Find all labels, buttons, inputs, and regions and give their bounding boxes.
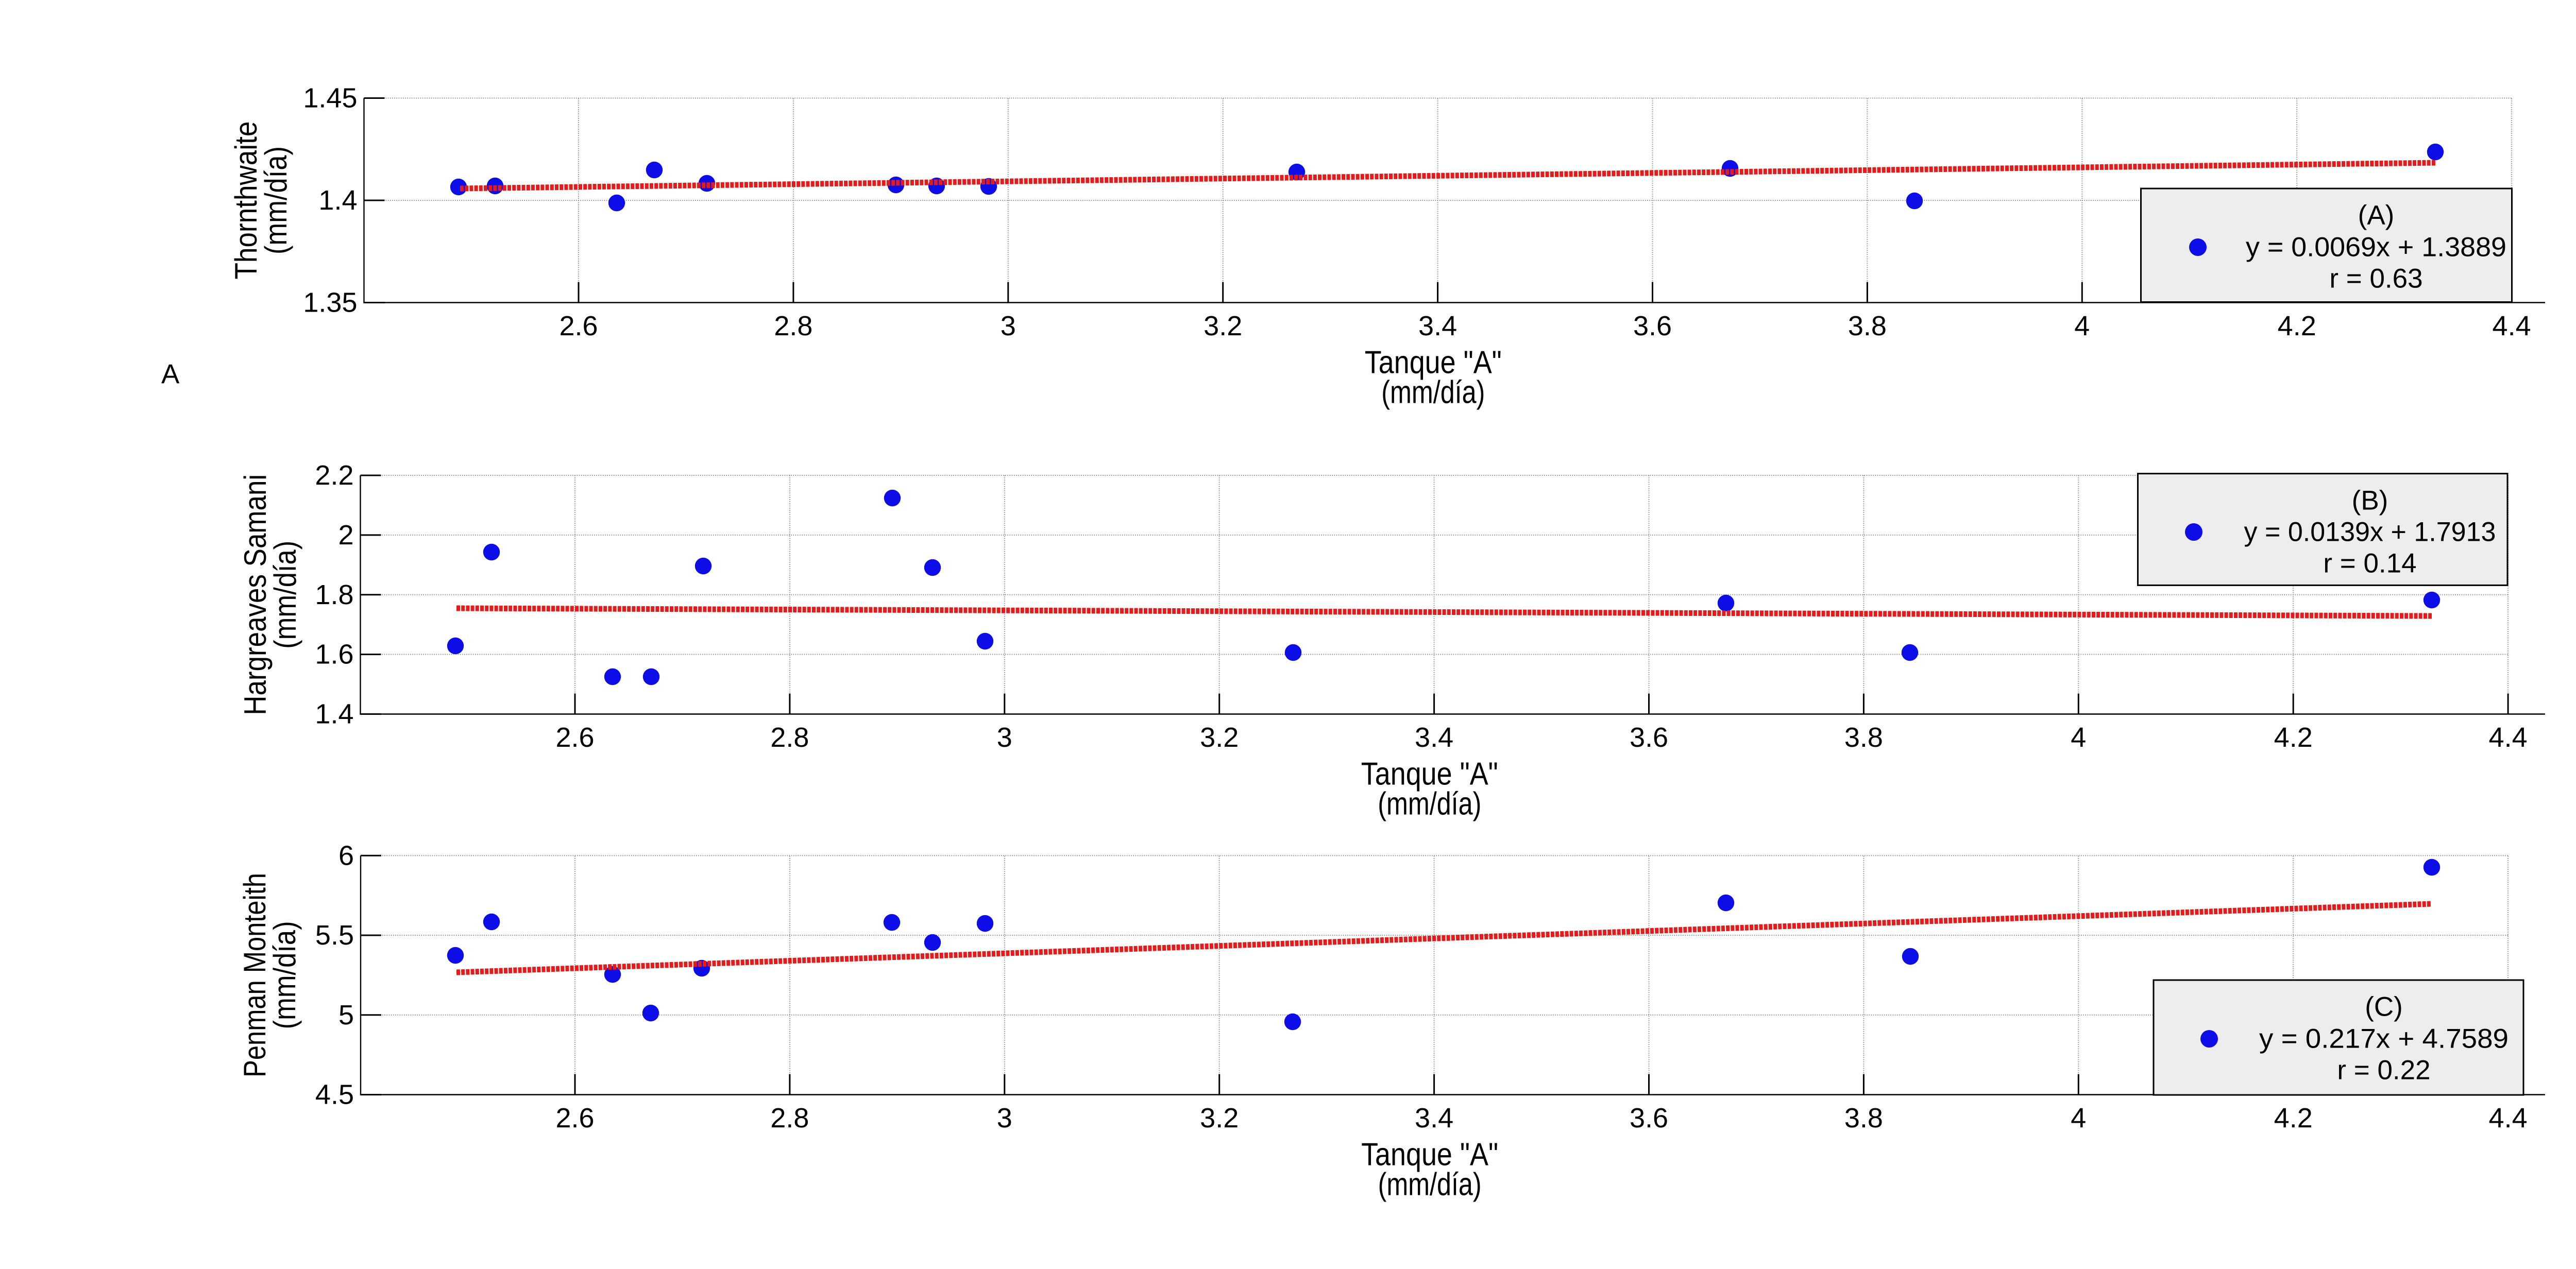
svg-text:3: 3 (997, 722, 1012, 753)
svg-text:3.2: 3.2 (1200, 722, 1239, 753)
svg-text:3.8: 3.8 (1848, 311, 1887, 341)
svg-text:3.4: 3.4 (1415, 722, 1453, 753)
svg-text:4: 4 (2074, 311, 2090, 341)
svg-text:3.4: 3.4 (1418, 311, 1457, 341)
svg-text:4: 4 (2071, 722, 2086, 753)
svg-text:2.2: 2.2 (315, 460, 353, 491)
svg-text:3.8: 3.8 (1844, 722, 1883, 753)
svg-text:4.4: 4.4 (2489, 1103, 2528, 1134)
svg-text:2.8: 2.8 (774, 311, 812, 341)
svg-text:3: 3 (1001, 311, 1016, 341)
svg-text:(mm/día): (mm/día) (1378, 1167, 1482, 1203)
svg-text:y = 0.0069x + 1.3889: y = 0.0069x + 1.3889 (2246, 232, 2506, 263)
svg-text:Thornthwaite: Thornthwaite (229, 122, 263, 280)
svg-text:4.2: 4.2 (2274, 722, 2313, 753)
svg-text:5.5: 5.5 (315, 920, 354, 951)
svg-text:Tanque "A": Tanque "A" (1361, 757, 1498, 792)
svg-text:3.6: 3.6 (1633, 311, 1672, 341)
svg-text:1.6: 1.6 (315, 639, 353, 670)
svg-text:5: 5 (338, 1000, 354, 1031)
svg-text:3.2: 3.2 (1200, 1103, 1239, 1134)
svg-text:y = 0.217x + 4.7589: y = 0.217x + 4.7589 (2259, 1024, 2509, 1054)
svg-text:(mm/día): (mm/día) (1381, 375, 1485, 410)
svg-text:3.6: 3.6 (1630, 722, 1668, 753)
svg-text:y = 0.0139x + 1.7913: y = 0.0139x + 1.7913 (2244, 517, 2496, 547)
svg-text:2.6: 2.6 (555, 1103, 594, 1134)
svg-text:4.2: 4.2 (2278, 311, 2316, 341)
svg-text:6: 6 (338, 840, 354, 871)
svg-text:2.6: 2.6 (555, 722, 594, 753)
svg-text:1.8: 1.8 (315, 579, 353, 610)
svg-text:1.4: 1.4 (315, 699, 353, 730)
svg-text:(mm/día): (mm/día) (268, 541, 302, 649)
svg-text:4.4: 4.4 (2493, 311, 2531, 341)
svg-text:r = 0.22: r = 0.22 (2337, 1055, 2430, 1086)
svg-text:Tanque "A": Tanque "A" (1361, 1137, 1498, 1173)
svg-text:2.6: 2.6 (559, 311, 598, 341)
svg-text:2: 2 (338, 520, 353, 551)
svg-text:3.2: 3.2 (1204, 311, 1242, 341)
svg-text:1.35: 1.35 (303, 287, 357, 318)
svg-text:(mm/día): (mm/día) (259, 146, 293, 254)
svg-text:1.4: 1.4 (318, 185, 357, 216)
svg-text:Penman Monteith: Penman Monteith (238, 873, 272, 1077)
svg-text:A: A (161, 359, 180, 389)
svg-text:3.6: 3.6 (1630, 1103, 1668, 1134)
svg-text:1.45: 1.45 (303, 83, 357, 114)
svg-text:4.4: 4.4 (2489, 722, 2528, 753)
svg-text:(mm/día): (mm/día) (267, 921, 302, 1029)
svg-text:4.2: 4.2 (2274, 1103, 2313, 1134)
svg-text:r = 0.63: r = 0.63 (2329, 264, 2422, 294)
svg-text:3.4: 3.4 (1415, 1103, 1453, 1134)
svg-text:3.8: 3.8 (1844, 1103, 1883, 1134)
svg-text:Tanque "A": Tanque "A" (1365, 345, 1502, 381)
svg-text:r = 0.14: r = 0.14 (2323, 548, 2416, 579)
svg-text:(B): (B) (2352, 486, 2388, 516)
svg-text:Hargreaves Samani: Hargreaves Samani (238, 474, 273, 715)
svg-text:3: 3 (997, 1103, 1012, 1134)
svg-text:2.8: 2.8 (770, 722, 809, 753)
svg-text:(A): (A) (2358, 200, 2395, 231)
svg-text:2.8: 2.8 (770, 1103, 809, 1134)
svg-text:4.5: 4.5 (315, 1079, 354, 1110)
svg-text:(mm/día): (mm/día) (1378, 786, 1481, 822)
svg-text:4: 4 (2071, 1103, 2086, 1134)
svg-text:(C): (C) (2365, 992, 2403, 1022)
